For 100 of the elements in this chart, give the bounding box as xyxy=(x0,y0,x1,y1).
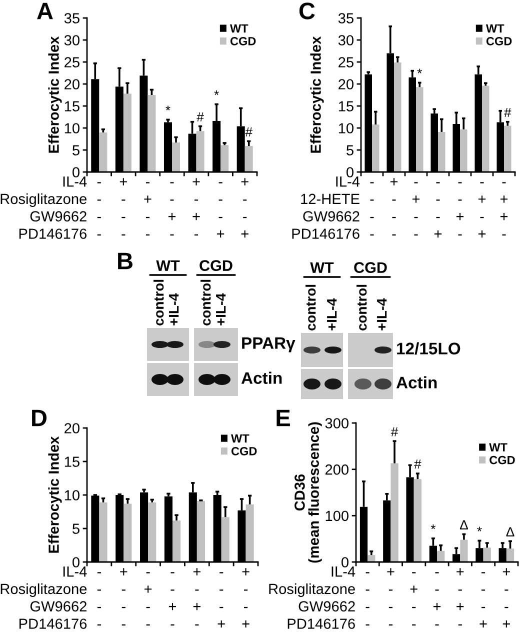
legend-label: CGD xyxy=(490,456,515,464)
x-tick-label: + - - + xyxy=(502,568,510,628)
text: WT xyxy=(310,262,334,273)
data-label: # xyxy=(196,112,204,122)
x-tick-label: - + - - xyxy=(144,182,152,236)
x-tick-label: + - - - xyxy=(120,568,128,626)
text: CGD xyxy=(200,260,232,271)
x-axis-title: IL-4 12-HETE GW9662 PD146176 xyxy=(292,176,360,239)
x-axis-title: IL-4 Rosiglitazone GW9662 PD146176 xyxy=(0,566,87,629)
x-tick-label: - - - - xyxy=(97,182,101,236)
text: +IL-4 xyxy=(327,298,337,330)
x-tick-label: - + + - xyxy=(500,182,508,236)
text: control xyxy=(154,280,164,326)
y-tick-label: 200 xyxy=(325,464,348,475)
y-tick-label: 0 xyxy=(346,167,354,178)
data-label: # xyxy=(414,460,422,469)
legend-label: WT xyxy=(230,24,248,32)
text: Actin xyxy=(241,372,282,384)
x-tick-label: - + - - xyxy=(410,572,418,626)
x-tick-label: - - - - xyxy=(370,182,374,236)
text: PPARγ xyxy=(242,337,296,352)
x-tick-label: + - - - xyxy=(387,568,394,626)
data-label: Δ xyxy=(506,527,514,536)
y-tick-label: 25 xyxy=(338,57,354,68)
text: B xyxy=(118,252,132,270)
y-tick-label: 5 xyxy=(72,145,80,156)
y-tick-label: 0 xyxy=(72,167,80,178)
chart-title: C xyxy=(299,2,315,20)
data-label: Δ xyxy=(460,520,468,530)
data-label: * xyxy=(417,68,422,74)
legend-label: CGD xyxy=(230,36,256,46)
y-tick-label: 5 xyxy=(72,524,80,534)
x-tick-label: + - - - xyxy=(390,178,398,236)
x-tick-label: - - + - xyxy=(168,182,176,236)
x-tick-label: + - + - xyxy=(193,568,200,626)
text: control xyxy=(306,284,316,330)
y-tick-label: 300 xyxy=(325,418,348,428)
x-tick-label: + - - + xyxy=(242,568,250,628)
y-axis-title: CD36 (mean fluorescence) xyxy=(294,422,322,563)
text: +IL-4 xyxy=(216,293,226,326)
x-axis-title: IL-4 Rosiglitazone GW9662 PD146176 xyxy=(269,566,356,629)
text: +IL-4 xyxy=(169,293,179,326)
y-tick-label: 20 xyxy=(338,79,354,90)
y-tick-label: 0 xyxy=(342,557,348,568)
data-label: * xyxy=(477,526,482,532)
text: control xyxy=(200,280,211,326)
data-label: * xyxy=(430,524,436,530)
y-tick-label: 20 xyxy=(64,79,80,90)
x-tick-label: - + - - xyxy=(144,572,152,626)
data-label: # xyxy=(504,108,512,118)
x-tick-label: - + - + xyxy=(478,182,486,238)
data-label: # xyxy=(390,427,398,436)
legend-label: WT xyxy=(231,434,250,442)
chart-title: E xyxy=(276,410,290,426)
x-tick-label: - - - - xyxy=(97,572,101,626)
y-tick-label: 30 xyxy=(64,35,80,46)
x-tick-label: + - + - xyxy=(192,178,200,236)
y-tick-label: 30 xyxy=(338,35,354,46)
x-tick-label: + - + - xyxy=(456,568,464,626)
y-tick-label: 15 xyxy=(64,101,80,112)
x-tick-label: - - + - xyxy=(433,572,441,626)
x-axis-title: IL-4 Rosiglitazone GW9662 PD146176 xyxy=(0,176,87,239)
y-tick-label: 5 xyxy=(346,145,354,156)
text: CGD xyxy=(354,262,387,273)
x-tick-label: + - - + xyxy=(241,178,248,238)
y-tick-label: 25 xyxy=(64,57,80,68)
y-tick-label: 20 xyxy=(64,423,80,434)
legend-label: WT xyxy=(486,24,504,32)
y-tick-label: 100 xyxy=(326,510,348,522)
chart-title: A xyxy=(37,2,53,20)
data-label: # xyxy=(245,127,252,136)
x-tick-label: - - - + xyxy=(480,572,487,628)
x-tick-label: - - + - xyxy=(168,572,176,626)
x-tick-label: - + - - xyxy=(412,182,420,236)
data-label: * xyxy=(166,106,170,110)
text: WT xyxy=(156,260,180,271)
text: +IL-4 xyxy=(377,298,387,330)
y-tick-label: 15 xyxy=(338,101,354,112)
y-axis-title: Efferocytic Index xyxy=(48,36,62,153)
x-tick-label: - - - + xyxy=(434,182,442,238)
x-tick-label: - - + - xyxy=(456,182,464,236)
y-tick-label: 35 xyxy=(338,13,354,24)
legend-label: CGD xyxy=(231,446,257,456)
y-axis-title: Efferocytic Index xyxy=(48,436,62,553)
y-tick-label: 10 xyxy=(338,123,354,134)
y-tick-label: 10 xyxy=(64,490,80,500)
x-tick-label: - - - + xyxy=(217,182,224,238)
y-tick-label: 35 xyxy=(64,13,80,24)
y-axis-title: Efferocytic Index xyxy=(310,36,324,153)
x-tick-label: - - - + xyxy=(218,572,225,628)
legend-label: WT xyxy=(489,443,508,452)
text: Actin xyxy=(396,376,437,388)
x-tick-label: + - - - xyxy=(120,178,127,236)
y-tick-label: 10 xyxy=(64,123,80,134)
x-tick-label: - - - - xyxy=(366,572,370,626)
chart-title: D xyxy=(32,410,47,426)
text: 12/15LO xyxy=(397,342,460,355)
y-tick-label: 0 xyxy=(72,557,80,568)
y-tick-label: 15 xyxy=(64,456,80,467)
data-label: * xyxy=(214,90,219,95)
